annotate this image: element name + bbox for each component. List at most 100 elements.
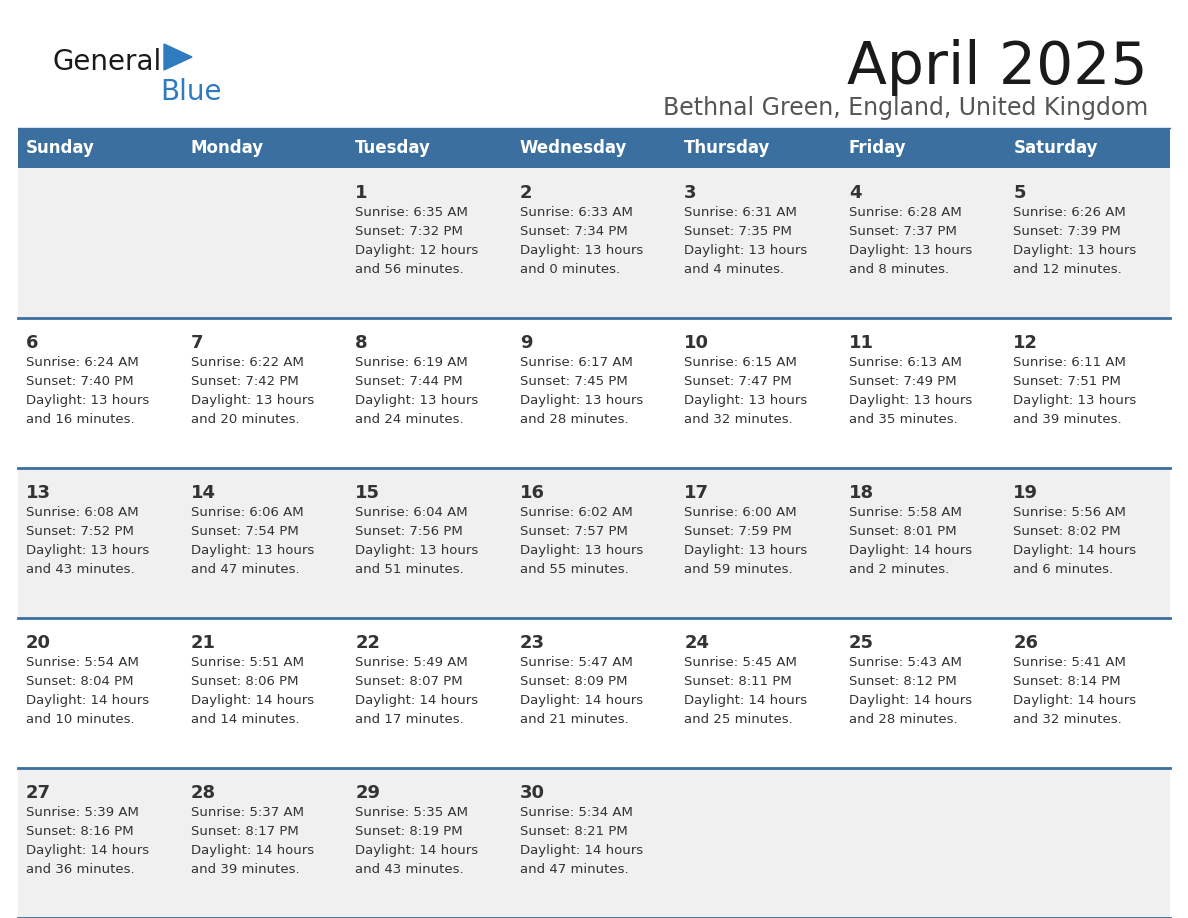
Text: 19: 19 [1013, 484, 1038, 502]
Text: Daylight: 14 hours: Daylight: 14 hours [190, 694, 314, 707]
Text: Sunset: 8:16 PM: Sunset: 8:16 PM [26, 825, 133, 838]
Text: Daylight: 13 hours: Daylight: 13 hours [26, 394, 150, 407]
Text: Tuesday: Tuesday [355, 139, 431, 157]
Text: and 21 minutes.: and 21 minutes. [519, 713, 628, 726]
Text: 30: 30 [519, 784, 545, 802]
Text: Sunrise: 5:34 AM: Sunrise: 5:34 AM [519, 806, 632, 819]
Text: Sunset: 8:11 PM: Sunset: 8:11 PM [684, 675, 792, 688]
Text: Daylight: 13 hours: Daylight: 13 hours [1013, 394, 1137, 407]
Text: Daylight: 14 hours: Daylight: 14 hours [190, 844, 314, 857]
Text: Sunset: 8:21 PM: Sunset: 8:21 PM [519, 825, 627, 838]
Text: 23: 23 [519, 634, 545, 652]
Text: 9: 9 [519, 334, 532, 352]
Text: Sunrise: 5:37 AM: Sunrise: 5:37 AM [190, 806, 304, 819]
Text: Sunrise: 6:33 AM: Sunrise: 6:33 AM [519, 206, 632, 219]
Text: Daylight: 13 hours: Daylight: 13 hours [519, 244, 643, 257]
Text: Sunset: 8:02 PM: Sunset: 8:02 PM [1013, 525, 1121, 538]
Text: Sunrise: 5:39 AM: Sunrise: 5:39 AM [26, 806, 139, 819]
Text: Sunrise: 6:04 AM: Sunrise: 6:04 AM [355, 506, 468, 519]
Text: Bethnal Green, England, United Kingdom: Bethnal Green, England, United Kingdom [663, 96, 1148, 120]
Text: and 28 minutes.: and 28 minutes. [519, 413, 628, 426]
Text: Sunrise: 5:35 AM: Sunrise: 5:35 AM [355, 806, 468, 819]
Text: and 28 minutes.: and 28 minutes. [849, 713, 958, 726]
Text: and 17 minutes.: and 17 minutes. [355, 713, 463, 726]
Text: Daylight: 13 hours: Daylight: 13 hours [849, 244, 972, 257]
Text: 28: 28 [190, 784, 216, 802]
Text: and 6 minutes.: and 6 minutes. [1013, 563, 1113, 576]
Text: Sunrise: 6:06 AM: Sunrise: 6:06 AM [190, 506, 303, 519]
Text: and 43 minutes.: and 43 minutes. [355, 863, 463, 876]
Text: Sunrise: 5:49 AM: Sunrise: 5:49 AM [355, 656, 468, 669]
Text: and 47 minutes.: and 47 minutes. [519, 863, 628, 876]
Text: Sunrise: 6:15 AM: Sunrise: 6:15 AM [684, 356, 797, 369]
Text: Daylight: 13 hours: Daylight: 13 hours [849, 394, 972, 407]
Text: Sunset: 8:12 PM: Sunset: 8:12 PM [849, 675, 956, 688]
Text: Sunrise: 6:28 AM: Sunrise: 6:28 AM [849, 206, 961, 219]
Text: and 32 minutes.: and 32 minutes. [684, 413, 794, 426]
Text: Sunrise: 6:17 AM: Sunrise: 6:17 AM [519, 356, 632, 369]
Text: General: General [52, 48, 162, 76]
Text: Sunset: 7:40 PM: Sunset: 7:40 PM [26, 375, 133, 388]
Text: Daylight: 14 hours: Daylight: 14 hours [1013, 544, 1137, 557]
Text: Wednesday: Wednesday [519, 139, 627, 157]
Polygon shape [164, 44, 192, 70]
Text: Daylight: 14 hours: Daylight: 14 hours [355, 694, 479, 707]
Text: and 12 minutes.: and 12 minutes. [1013, 263, 1123, 276]
Text: Sunrise: 5:56 AM: Sunrise: 5:56 AM [1013, 506, 1126, 519]
Bar [18, 128, 1170, 168]
Text: Sunset: 7:49 PM: Sunset: 7:49 PM [849, 375, 956, 388]
Text: Sunset: 7:52 PM: Sunset: 7:52 PM [26, 525, 134, 538]
Text: 8: 8 [355, 334, 368, 352]
Text: Sunrise: 6:24 AM: Sunrise: 6:24 AM [26, 356, 139, 369]
Text: Daylight: 13 hours: Daylight: 13 hours [519, 394, 643, 407]
Text: 25: 25 [849, 634, 874, 652]
Bar [18, 318, 1170, 468]
Text: Daylight: 14 hours: Daylight: 14 hours [519, 844, 643, 857]
Text: 17: 17 [684, 484, 709, 502]
Text: Sunrise: 6:00 AM: Sunrise: 6:00 AM [684, 506, 797, 519]
Text: 24: 24 [684, 634, 709, 652]
Text: Daylight: 14 hours: Daylight: 14 hours [849, 694, 972, 707]
Text: April 2025: April 2025 [847, 39, 1148, 96]
Text: 22: 22 [355, 634, 380, 652]
Text: Sunrise: 6:31 AM: Sunrise: 6:31 AM [684, 206, 797, 219]
Text: Sunrise: 5:45 AM: Sunrise: 5:45 AM [684, 656, 797, 669]
Text: 5: 5 [1013, 184, 1026, 202]
Text: Sunrise: 6:19 AM: Sunrise: 6:19 AM [355, 356, 468, 369]
Text: Daylight: 13 hours: Daylight: 13 hours [684, 394, 808, 407]
Text: Sunset: 7:44 PM: Sunset: 7:44 PM [355, 375, 463, 388]
Text: Sunset: 8:06 PM: Sunset: 8:06 PM [190, 675, 298, 688]
Text: 15: 15 [355, 484, 380, 502]
Text: and 35 minutes.: and 35 minutes. [849, 413, 958, 426]
Text: 26: 26 [1013, 634, 1038, 652]
Text: and 14 minutes.: and 14 minutes. [190, 713, 299, 726]
Text: Daylight: 14 hours: Daylight: 14 hours [26, 844, 150, 857]
Text: Daylight: 13 hours: Daylight: 13 hours [1013, 244, 1137, 257]
Text: Daylight: 13 hours: Daylight: 13 hours [190, 394, 314, 407]
Text: Monday: Monday [190, 139, 264, 157]
Text: and 2 minutes.: and 2 minutes. [849, 563, 949, 576]
Text: Sunset: 7:35 PM: Sunset: 7:35 PM [684, 225, 792, 238]
Bar [18, 168, 1170, 318]
Text: and 24 minutes.: and 24 minutes. [355, 413, 463, 426]
Text: Sunset: 7:56 PM: Sunset: 7:56 PM [355, 525, 463, 538]
Text: Daylight: 14 hours: Daylight: 14 hours [26, 694, 150, 707]
Bar [18, 468, 1170, 618]
Text: 13: 13 [26, 484, 51, 502]
Text: Thursday: Thursday [684, 139, 771, 157]
Text: 10: 10 [684, 334, 709, 352]
Text: and 39 minutes.: and 39 minutes. [1013, 413, 1121, 426]
Text: and 47 minutes.: and 47 minutes. [190, 563, 299, 576]
Text: Sunset: 8:14 PM: Sunset: 8:14 PM [1013, 675, 1121, 688]
Text: and 10 minutes.: and 10 minutes. [26, 713, 134, 726]
Text: Sunset: 7:39 PM: Sunset: 7:39 PM [1013, 225, 1121, 238]
Text: 3: 3 [684, 184, 697, 202]
Text: Sunset: 7:59 PM: Sunset: 7:59 PM [684, 525, 792, 538]
Text: and 8 minutes.: and 8 minutes. [849, 263, 949, 276]
Text: Daylight: 14 hours: Daylight: 14 hours [684, 694, 808, 707]
Text: Sunrise: 5:43 AM: Sunrise: 5:43 AM [849, 656, 962, 669]
Text: Sunrise: 5:51 AM: Sunrise: 5:51 AM [190, 656, 304, 669]
Text: and 4 minutes.: and 4 minutes. [684, 263, 784, 276]
Text: and 32 minutes.: and 32 minutes. [1013, 713, 1123, 726]
Text: Sunset: 8:01 PM: Sunset: 8:01 PM [849, 525, 956, 538]
